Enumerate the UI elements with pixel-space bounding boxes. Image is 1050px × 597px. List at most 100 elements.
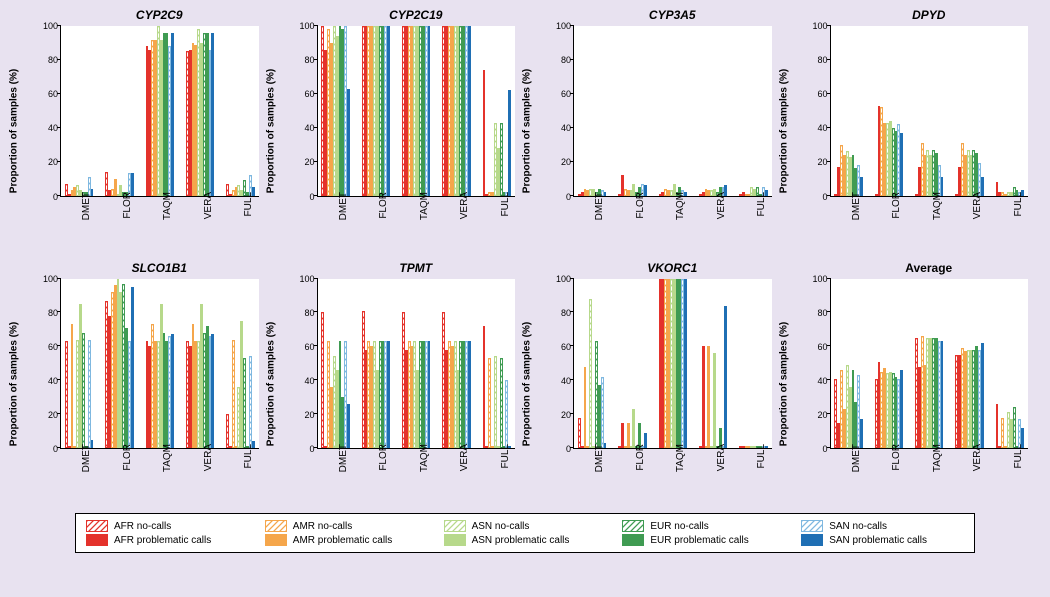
panel-dpyd: DPYDProportion of samples (%)02040608010… [788, 10, 1033, 253]
legend-label: SAN no-calls [829, 521, 887, 532]
y-tick-label: 40 [547, 123, 571, 133]
legend-swatch [622, 520, 644, 532]
bar [632, 409, 635, 448]
y-axis-label: Proportion of samples (%) [9, 322, 20, 446]
category-group [618, 279, 646, 449]
x-tick-label: FULL [756, 444, 767, 468]
panel-tpmt: TPMTProportion of samples (%)02040608010… [275, 263, 520, 506]
category-group [442, 279, 470, 449]
category-group [955, 279, 983, 449]
x-tick-label: FULL [243, 192, 254, 216]
category-group [618, 26, 646, 196]
y-tick-label: 100 [34, 274, 58, 284]
y-axis-label: Proportion of samples (%) [522, 69, 533, 193]
y-tick-label: 20 [547, 410, 571, 420]
panel-title: CYP2C19 [317, 8, 516, 22]
legend-swatch [265, 534, 287, 546]
panel-cyp2c19: CYP2C19Proportion of samples (%)02040608… [275, 10, 520, 253]
x-tick-label: FLOR [378, 192, 389, 219]
y-axis-label: Proportion of samples (%) [522, 322, 533, 446]
category-group [483, 279, 511, 449]
y-tick-label: 40 [291, 376, 315, 386]
y-tick-label: 80 [291, 308, 315, 318]
category-group [186, 279, 214, 449]
y-tick-label: 100 [804, 21, 828, 31]
bar [88, 340, 91, 448]
category-group [226, 279, 254, 449]
bar [387, 26, 390, 196]
panel-cyp3a5: CYP3A5Proportion of samples (%)020406080… [531, 10, 776, 253]
x-tick-label: DMET [851, 192, 862, 220]
y-tick-label: 40 [34, 376, 58, 386]
y-tick-label: 20 [34, 410, 58, 420]
category-group [402, 279, 430, 449]
category-group [578, 26, 606, 196]
bar [500, 358, 503, 448]
category-group [146, 279, 174, 449]
y-axis-label: Proportion of samples (%) [9, 69, 20, 193]
category-group [402, 26, 430, 196]
category-group [659, 26, 687, 196]
y-tick-label: 40 [34, 123, 58, 133]
panel-vkorc1: VKORC1Proportion of samples (%)020406080… [531, 263, 776, 506]
x-tick-label: DMET [338, 192, 349, 220]
y-tick-label: 40 [804, 123, 828, 133]
category-group [834, 279, 862, 449]
bar [483, 326, 486, 448]
bar [321, 312, 324, 448]
bar [494, 356, 497, 448]
category-group [186, 26, 214, 196]
bar [249, 356, 252, 448]
legend-swatch [265, 520, 287, 532]
x-tick-label: DMET [338, 444, 349, 472]
y-tick-label: 100 [547, 274, 571, 284]
bar [996, 404, 999, 448]
x-tick-label: TAQM [162, 192, 173, 220]
panel-slco1b1: SLCO1B1Proportion of samples (%)02040608… [18, 263, 263, 506]
category-group [442, 26, 470, 196]
legend-label: AMR problematic calls [293, 535, 392, 546]
bar [1001, 418, 1004, 449]
legend-label: ASN problematic calls [472, 535, 570, 546]
legend-swatch [86, 520, 108, 532]
x-tick-label: DMET [594, 444, 605, 472]
y-tick-label: 20 [291, 410, 315, 420]
bar [243, 358, 246, 448]
bar [347, 404, 350, 448]
bar [941, 341, 944, 448]
legend: AFR no-callsAMR no-callsASN no-callsEUR … [75, 513, 975, 553]
y-axis-label: Proportion of samples (%) [265, 322, 276, 446]
bar [900, 133, 903, 196]
bar [171, 334, 174, 448]
y-tick-label: 0 [547, 192, 571, 202]
category-group [699, 26, 727, 196]
x-tick-label: FULL [500, 444, 511, 468]
x-tick-label: FLOR [378, 444, 389, 471]
category-group [834, 26, 862, 196]
panel-title: CYP3A5 [573, 8, 772, 22]
x-tick-label: VERA [716, 192, 727, 219]
y-tick-label: 80 [804, 55, 828, 65]
y-axis-label: Proportion of samples (%) [778, 322, 789, 446]
x-tick-label: TAQM [675, 192, 686, 220]
x-tick-label: DMET [81, 192, 92, 220]
category-group [915, 279, 943, 449]
legend-label: EUR no-calls [650, 521, 708, 532]
y-tick-label: 80 [34, 308, 58, 318]
bar [232, 340, 235, 448]
panel-title: VKORC1 [573, 261, 772, 275]
y-tick-label: 20 [804, 410, 828, 420]
bar [71, 324, 74, 448]
category-group [659, 279, 687, 449]
category-group [362, 26, 390, 196]
y-tick-label: 0 [804, 444, 828, 454]
bar [724, 306, 727, 448]
x-tick-label: TAQM [675, 444, 686, 472]
panel-cyp2c9: CYP2C9Proportion of samples (%)020406080… [18, 10, 263, 253]
x-tick-label: VERA [972, 444, 983, 471]
y-tick-label: 0 [34, 192, 58, 202]
x-tick-label: FULL [1013, 444, 1024, 468]
bar [601, 377, 604, 448]
legend-item: AFR problematic calls [86, 534, 249, 546]
y-tick-label: 0 [34, 444, 58, 454]
